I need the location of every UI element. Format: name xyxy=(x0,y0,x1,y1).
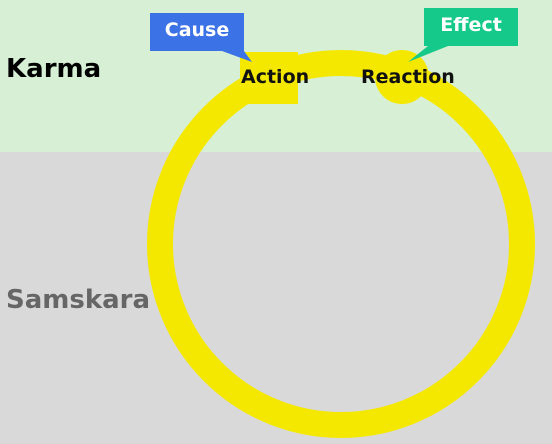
effect-callout xyxy=(408,8,518,62)
cause-callout xyxy=(150,13,252,62)
samskara-label: Samskara xyxy=(6,285,151,315)
cycle-ring xyxy=(147,50,535,438)
effect-callout-box xyxy=(424,8,518,46)
cause-callout-box xyxy=(150,13,244,51)
karma-label: Karma xyxy=(6,54,102,84)
reaction-node-circle xyxy=(375,50,429,104)
reaction-label: Reaction xyxy=(361,66,455,88)
effect-callout-label: Effect xyxy=(440,14,502,36)
cause-callout-label: Cause xyxy=(164,19,230,41)
effect-callout-pointer xyxy=(408,46,448,62)
action-label: Action xyxy=(241,66,310,88)
cause-callout-pointer xyxy=(222,51,252,62)
